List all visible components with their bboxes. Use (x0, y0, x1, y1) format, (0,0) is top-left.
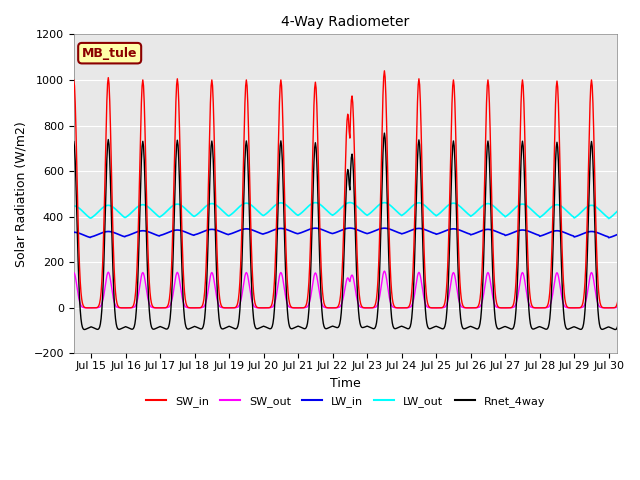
SW_out (218, 305, 226, 311)
LW_in (126, 232, 134, 238)
Rnet_4way (70, 139, 77, 144)
Rnet_4way (468, 324, 476, 329)
LW_out (70, 203, 77, 209)
SW_out (126, 305, 134, 311)
SW_in (126, 305, 134, 311)
SW_out (401, 305, 409, 311)
SW_in (381, 68, 388, 74)
LW_out (114, 208, 122, 214)
Rnet_4way (611, 327, 619, 333)
LW_in (468, 232, 476, 238)
SW_in (294, 305, 302, 311)
Rnet_4way (301, 326, 309, 332)
X-axis label: Time: Time (330, 377, 361, 390)
SW_in (218, 304, 226, 310)
SW_out (114, 305, 122, 311)
SW_in (468, 305, 476, 311)
Y-axis label: Solar Radiation (W/m2): Solar Radiation (W/m2) (15, 121, 28, 267)
SW_out (294, 305, 302, 311)
SW_in (70, 77, 77, 83)
SW_out (381, 268, 388, 274)
Legend: SW_in, SW_out, LW_in, LW_out, Rnet_4way: SW_in, SW_out, LW_in, LW_out, Rnet_4way (142, 392, 549, 412)
Rnet_4way (126, 325, 134, 331)
Line: LW_out: LW_out (74, 203, 619, 218)
SW_in (302, 302, 310, 308)
Rnet_4way (615, 316, 623, 322)
SW_out (70, 270, 77, 276)
Line: LW_in: LW_in (74, 228, 619, 238)
Text: MB_tule: MB_tule (82, 47, 138, 60)
Title: 4-Way Radiometer: 4-Way Radiometer (282, 15, 410, 29)
LW_out (605, 216, 612, 221)
SW_in (401, 305, 409, 311)
LW_in (218, 229, 226, 235)
LW_out (346, 200, 354, 205)
LW_in (615, 231, 623, 237)
LW_out (126, 211, 134, 217)
SW_out (302, 305, 310, 311)
Rnet_4way (218, 326, 226, 332)
LW_out (401, 211, 408, 216)
LW_in (346, 225, 354, 231)
LW_in (114, 231, 122, 237)
SW_out (615, 302, 623, 308)
SW_out (468, 305, 476, 311)
LW_out (468, 213, 476, 219)
Rnet_4way (401, 324, 408, 330)
Line: SW_in: SW_in (74, 71, 619, 308)
LW_in (70, 229, 77, 235)
LW_in (605, 235, 612, 240)
LW_out (301, 206, 309, 212)
SW_in (114, 302, 122, 308)
Line: SW_out: SW_out (74, 271, 619, 308)
LW_out (615, 207, 623, 213)
Rnet_4way (381, 130, 388, 136)
SW_in (615, 289, 623, 295)
LW_in (401, 230, 408, 236)
Rnet_4way (114, 325, 122, 331)
LW_in (301, 228, 309, 234)
Line: Rnet_4way: Rnet_4way (74, 133, 619, 330)
LW_out (218, 207, 226, 213)
